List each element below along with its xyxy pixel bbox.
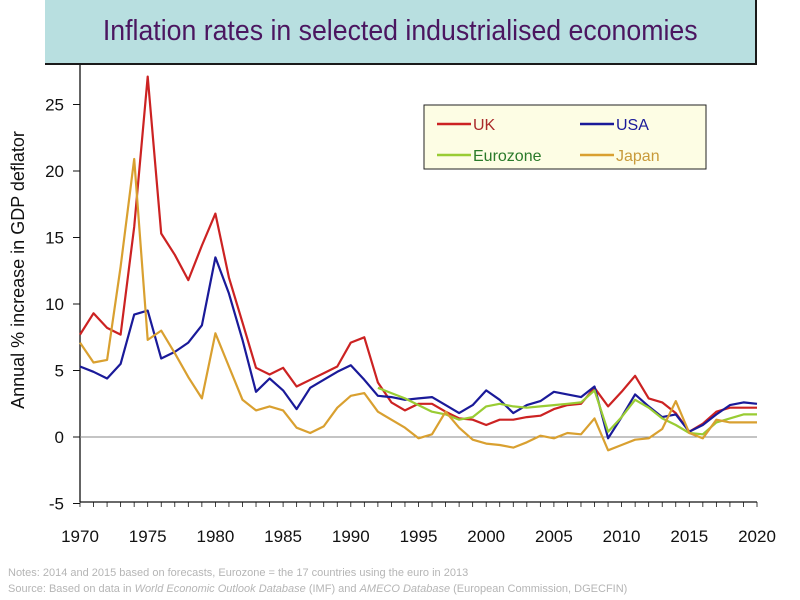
series-uk-line: [79, 75, 757, 433]
x-tick-label: 1995: [400, 527, 438, 546]
x-tick-label: 2020: [738, 527, 776, 546]
x-tick-label: 1975: [129, 527, 167, 546]
y-tick-label: 5: [55, 362, 64, 381]
source-mid: (IMF) and: [305, 583, 360, 595]
x-tick-label: 1985: [264, 527, 302, 546]
source-ameco: AMECO Database: [359, 583, 451, 595]
y-tick-label: -5: [49, 495, 64, 514]
source-line: Source: Based on data in World Economic …: [8, 581, 627, 597]
x-tick-label: 2005: [535, 527, 573, 546]
x-tick-label: 1990: [332, 527, 370, 546]
x-tick-label: 1970: [61, 527, 99, 546]
legend-box: [423, 104, 707, 170]
chart-title: Inflation rates in selected industrialis…: [102, 15, 698, 47]
source-weo: World Economic Outlook Database: [134, 583, 306, 595]
y-tick-label: 20: [45, 162, 64, 181]
series-japan-line: [79, 157, 757, 452]
legend-label-japan: Japan: [616, 148, 660, 165]
legend: UK USA Eurozone Japan: [423, 104, 707, 170]
series-usa-line: [79, 256, 758, 440]
x-tick-label: 2015: [670, 527, 708, 546]
notes-line: Notes: 2014 and 2015 based on forecasts,…: [8, 567, 469, 579]
axes: -5 0 5 10 15 20 25 1970 1975 1980 1985 1990 1995 2000…: [45, 65, 776, 546]
y-axis-label: Annual % increase in GDP deflator: [8, 131, 28, 409]
series-eurozone-line: [377, 386, 757, 436]
source-prefix: Source: Based on data in: [8, 583, 135, 595]
x-tick-label: 2000: [467, 527, 505, 546]
series-group: [79, 75, 758, 452]
legend-label-usa: USA: [616, 117, 649, 134]
title-box: Inflation rates in selected industrialis…: [45, 0, 757, 65]
x-tick-label: 1980: [196, 527, 234, 546]
y-tick-label: 10: [45, 295, 64, 314]
y-tick-label: 0: [55, 428, 64, 447]
legend-label-eurozone: Eurozone: [473, 148, 542, 165]
x-tick-label: 2010: [603, 527, 641, 546]
footnotes: Notes: 2014 and 2015 based on forecasts,…: [8, 565, 627, 597]
y-tick-label: 15: [45, 229, 64, 248]
legend-label-uk: UK: [473, 117, 496, 134]
source-suffix: (European Commission, DGECFIN): [450, 583, 628, 595]
y-tick-label: 25: [45, 96, 64, 115]
